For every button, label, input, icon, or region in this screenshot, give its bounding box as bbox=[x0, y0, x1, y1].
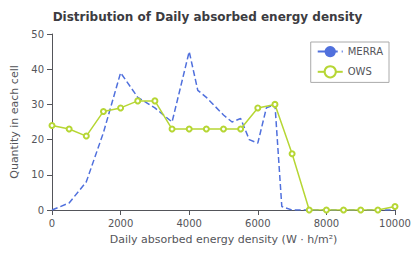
svg-text:0: 0 bbox=[49, 218, 55, 229]
svg-text:10: 10 bbox=[31, 169, 44, 180]
svg-text:OWS: OWS bbox=[348, 66, 372, 77]
svg-text:4000: 4000 bbox=[176, 218, 201, 229]
svg-text:Quantity in each cell: Quantity in each cell bbox=[8, 65, 21, 179]
svg-text:0: 0 bbox=[38, 205, 44, 216]
svg-text:8000: 8000 bbox=[314, 218, 339, 229]
svg-text:10000: 10000 bbox=[379, 218, 411, 229]
svg-text:Distribution of Daily absorbed: Distribution of Daily absorbed energy de… bbox=[53, 10, 363, 24]
svg-text:2000: 2000 bbox=[108, 218, 133, 229]
svg-text:20: 20 bbox=[31, 134, 44, 145]
svg-text:40: 40 bbox=[31, 64, 44, 75]
svg-text:Daily absorbed energy density: Daily absorbed energy density (W · h/m²) bbox=[110, 233, 338, 246]
svg-text:50: 50 bbox=[31, 29, 44, 40]
svg-text:6000: 6000 bbox=[245, 218, 270, 229]
svg-text:30: 30 bbox=[31, 99, 44, 110]
svg-text:MERRA: MERRA bbox=[348, 46, 383, 57]
